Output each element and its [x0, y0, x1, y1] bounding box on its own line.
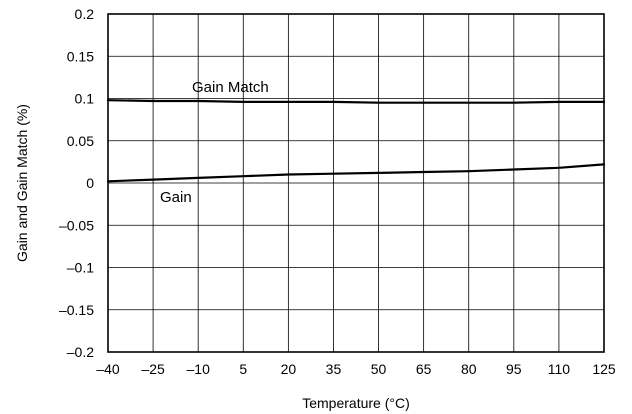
y-tick-label: –0.1 — [67, 260, 94, 276]
grid — [108, 14, 604, 352]
x-axis-title: Temperature (°C) — [302, 395, 410, 411]
series-label-gain-match: Gain Match — [192, 79, 269, 96]
x-tick-label: 125 — [592, 361, 616, 377]
series-layer — [106, 99, 606, 183]
x-tick-label: –40 — [96, 361, 120, 377]
x-tick-label: 95 — [506, 361, 522, 377]
y-tick-label: 0.15 — [67, 48, 94, 64]
x-tick-labels: –40 –25 –10 5 20 35 50 65 80 95 110 125 — [96, 361, 616, 377]
series-label-gain: Gain — [160, 189, 192, 206]
x-tick-label: 20 — [281, 361, 297, 377]
x-tick-label: 50 — [371, 361, 387, 377]
y-tick-label: –0.15 — [59, 302, 94, 318]
series-line-gain-match — [106, 99, 606, 104]
plot-frame — [107, 13, 605, 353]
x-tick-label: 110 — [548, 361, 571, 377]
y-tick-label: 0.2 — [75, 6, 95, 22]
x-tick-label: –10 — [187, 361, 211, 377]
x-tick-label: 5 — [239, 361, 247, 377]
y-tick-label: 0.05 — [67, 133, 94, 149]
y-tick-label: 0.1 — [75, 91, 95, 107]
y-tick-labels: 0.2 0.15 0.1 0.05 0 –0.05 –0.1 –0.15 –0.2 — [59, 6, 94, 360]
y-tick-label: –0.05 — [59, 217, 94, 233]
y-tick-label: –0.2 — [67, 344, 94, 360]
y-tick-label: 0 — [86, 175, 94, 191]
x-tick-label: 35 — [326, 361, 342, 377]
x-tick-label: 80 — [461, 361, 477, 377]
x-tick-label: 65 — [416, 361, 432, 377]
x-tick-label: –25 — [141, 361, 165, 377]
y-axis-title: Gain and Gain Match (%) — [14, 104, 30, 262]
series-line-gain — [106, 163, 606, 183]
